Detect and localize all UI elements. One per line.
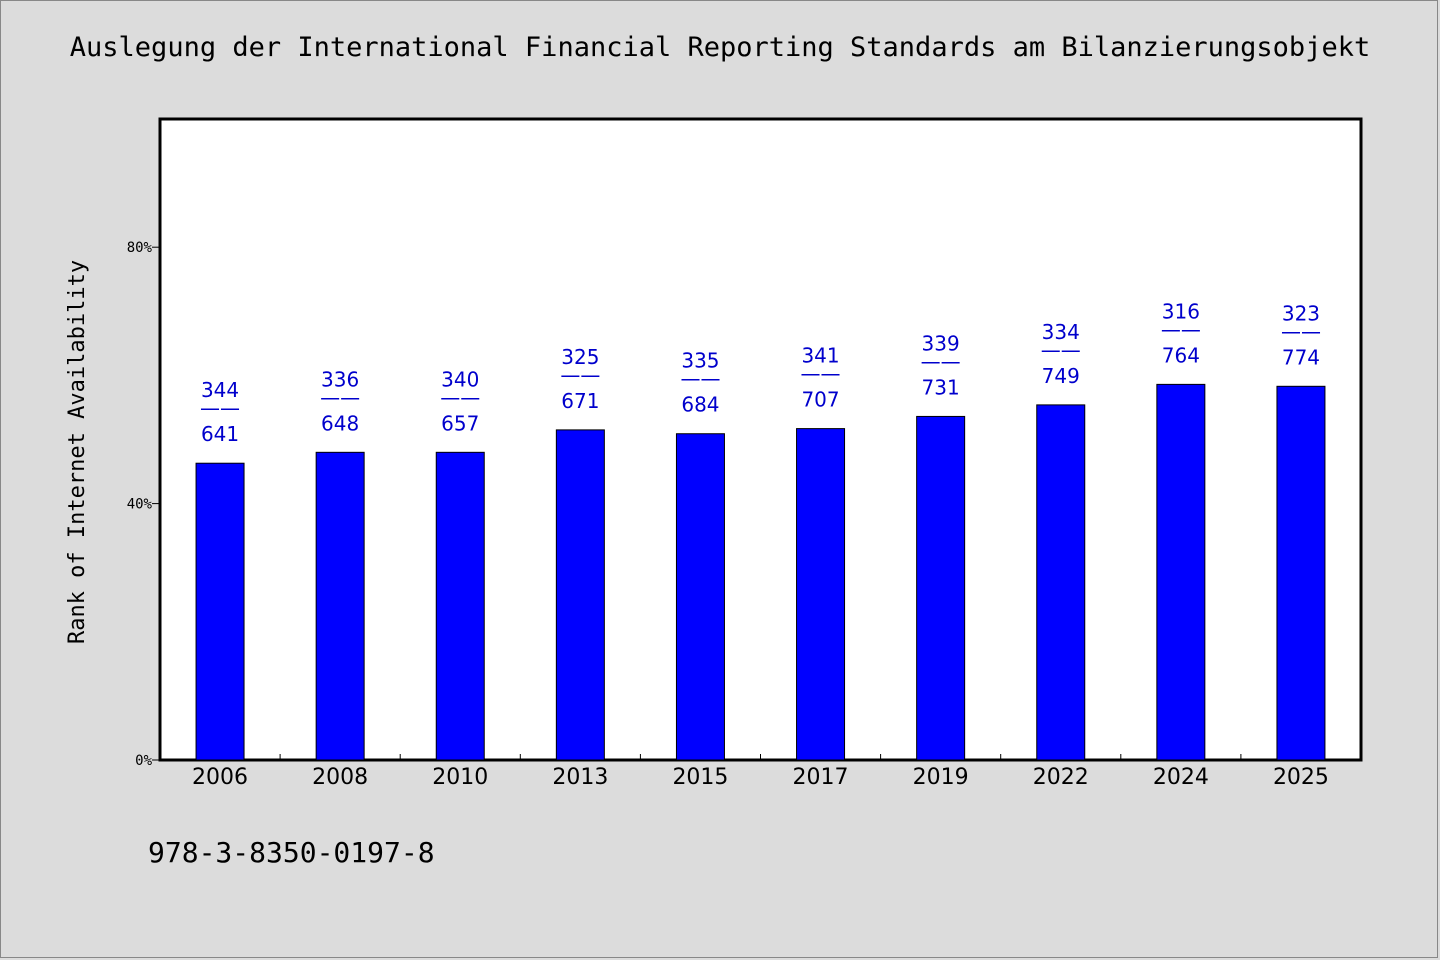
data-label-separator: —— bbox=[200, 396, 240, 420]
data-label-top: 335 bbox=[681, 349, 719, 373]
data-label-separator: —— bbox=[1281, 319, 1321, 343]
y-tick-label: 0% bbox=[135, 753, 152, 769]
data-label-bottom: 764 bbox=[1162, 343, 1200, 367]
data-label-top: 316 bbox=[1162, 299, 1200, 323]
data-label-bottom: 749 bbox=[1042, 364, 1080, 388]
data-label-separator: —— bbox=[440, 385, 480, 409]
bar-2013 bbox=[555, 429, 605, 761]
bar-2024 bbox=[1156, 383, 1206, 761]
x-tick-label: 2019 bbox=[913, 765, 969, 790]
data-label-bottom: 648 bbox=[321, 411, 359, 435]
data-label-top: 325 bbox=[561, 345, 599, 369]
bar-2025 bbox=[1276, 385, 1326, 761]
x-tick-label: 2015 bbox=[672, 765, 728, 790]
data-label-separator: —— bbox=[1161, 317, 1201, 341]
x-tick-label: 2022 bbox=[1033, 765, 1089, 790]
y-tick-label: 40% bbox=[127, 497, 153, 513]
x-tick-label: 2008 bbox=[312, 765, 368, 790]
data-label-top: 340 bbox=[441, 367, 479, 391]
data-label-bottom: 774 bbox=[1282, 345, 1320, 369]
data-label-bottom: 641 bbox=[201, 422, 239, 446]
bar-2010 bbox=[435, 451, 485, 761]
y-tick-label: 80% bbox=[127, 240, 153, 256]
data-label-bottom: 731 bbox=[922, 375, 960, 399]
data-label-top: 336 bbox=[321, 367, 359, 391]
x-tick-label: 2024 bbox=[1153, 765, 1209, 790]
y-axis: 0% 40% 80% bbox=[127, 240, 160, 769]
bar-2017 bbox=[796, 428, 846, 761]
x-tick-label: 2006 bbox=[192, 765, 248, 790]
data-label-top: 334 bbox=[1042, 320, 1080, 344]
isbn-text: 978-3-8350-0197-8 bbox=[148, 836, 435, 869]
chart-title: Auslegung der International Financial Re… bbox=[69, 32, 1371, 63]
data-label-separator: —— bbox=[1041, 338, 1081, 362]
data-label-bottom: 657 bbox=[441, 411, 479, 435]
x-tick-label: 2013 bbox=[552, 765, 608, 790]
data-label-top: 341 bbox=[801, 344, 839, 368]
x-axis: 2006 2008 2010 2013 2015 2017 2019 2022 2024 2025 bbox=[192, 754, 1329, 790]
data-label-bottom: 707 bbox=[801, 388, 839, 412]
data-label-bottom: 684 bbox=[681, 393, 719, 417]
data-label-bottom: 671 bbox=[561, 389, 599, 413]
y-axis-label: Rank of Internet Availability bbox=[65, 260, 90, 644]
bar-2019 bbox=[916, 415, 966, 761]
x-tick-label: 2025 bbox=[1273, 765, 1329, 790]
data-labels-group: 344——641336——648340——657325——671335——684… bbox=[200, 299, 1321, 446]
data-label-separator: —— bbox=[801, 362, 841, 386]
data-label-separator: —— bbox=[921, 349, 961, 373]
bar-2015 bbox=[675, 433, 725, 761]
data-label-top: 339 bbox=[922, 331, 960, 355]
data-label-separator: —— bbox=[320, 385, 360, 409]
data-label-top: 344 bbox=[201, 378, 239, 402]
data-label-top: 323 bbox=[1282, 301, 1320, 325]
bars-group bbox=[195, 383, 1326, 761]
bar-2022 bbox=[1036, 404, 1086, 761]
x-tick-label: 2017 bbox=[793, 765, 849, 790]
x-tick-label: 2010 bbox=[432, 765, 488, 790]
bar-2008 bbox=[315, 451, 365, 761]
data-label-separator: —— bbox=[560, 363, 600, 387]
bar-2006 bbox=[195, 462, 245, 761]
data-label-separator: —— bbox=[680, 367, 720, 391]
